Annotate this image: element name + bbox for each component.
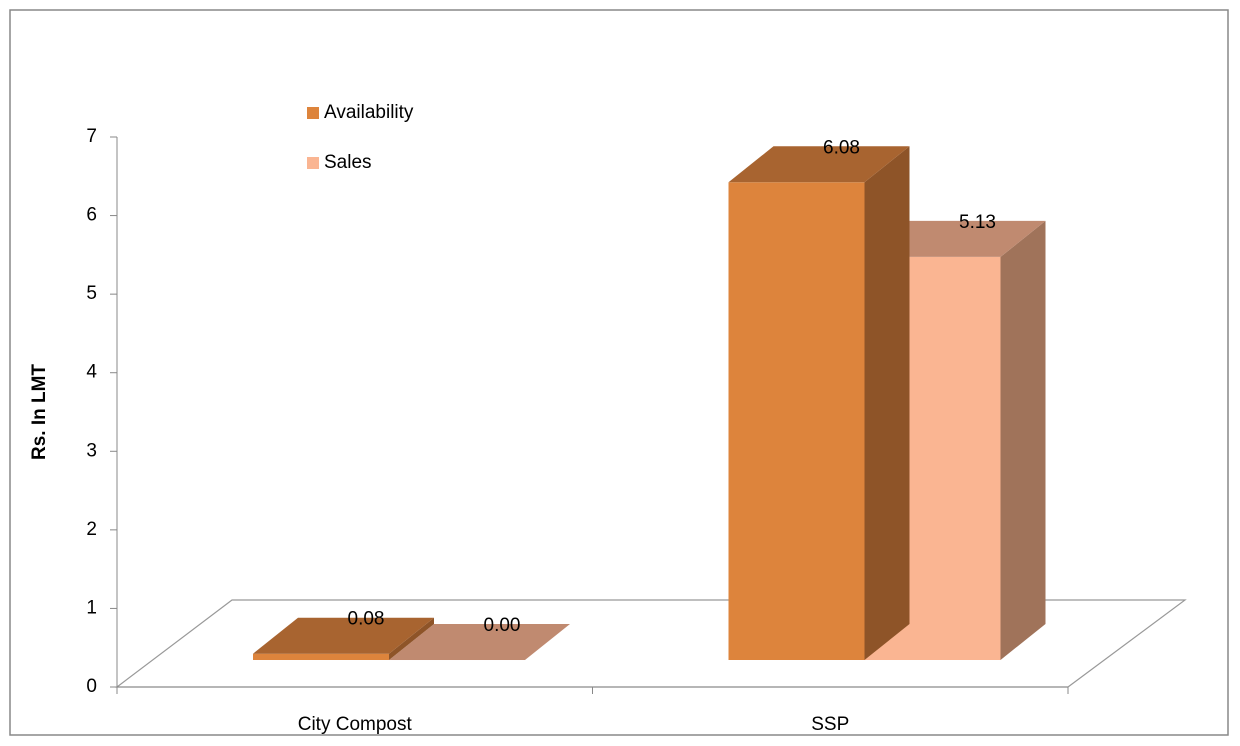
y-tick-label: 5: [86, 283, 97, 304]
value-label: 6.08: [823, 137, 860, 158]
y-tick-label: 0: [86, 676, 97, 697]
bar-side: [864, 146, 910, 661]
y-tick-label: 1: [86, 597, 97, 618]
legend-swatch: [307, 107, 319, 119]
x-tick-label: City Compost: [298, 714, 413, 735]
bar-side: [1000, 220, 1046, 660]
legend-label: Sales: [324, 152, 372, 173]
legend-label: Availability: [324, 102, 414, 123]
value-label: 0.00: [484, 615, 521, 636]
bar-top: [864, 220, 1046, 257]
x-tick-label: SSP: [811, 714, 849, 735]
value-label: 0.08: [348, 609, 385, 630]
legend-swatch: [307, 157, 319, 169]
bar-top: [389, 624, 570, 660]
y-tick-label: 4: [86, 362, 97, 383]
value-label: 5.13: [959, 212, 996, 233]
bar-front: [728, 182, 865, 661]
y-tick-label: 7: [86, 126, 97, 147]
bar-top: [728, 146, 910, 183]
bar-side: [389, 617, 434, 660]
y-tick-label: 3: [86, 440, 97, 461]
y-tick-label: 2: [86, 519, 97, 540]
y-axis-label: Rs. In LMT: [29, 364, 50, 460]
bar-top: [253, 617, 434, 654]
bar-front: [253, 653, 389, 660]
y-tick-label: 6: [86, 205, 97, 226]
